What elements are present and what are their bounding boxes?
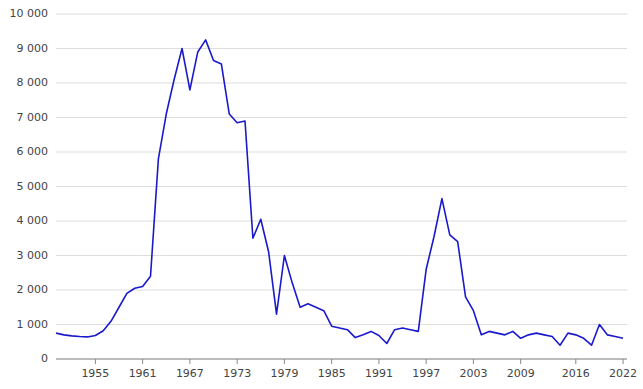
x-tick [95, 359, 96, 364]
y-tick-label: 10 000 [10, 7, 49, 20]
x-tick [331, 359, 332, 364]
data-line [56, 40, 623, 345]
y-tick-labels: 0 1 000 2 000 3 000 4 000 5 000 6 000 7 000 8 00… [10, 7, 49, 365]
y-tick-label: 4 000 [17, 214, 49, 227]
grid-line [56, 152, 627, 153]
grid-line [56, 117, 627, 118]
grid-line [56, 83, 627, 84]
x-tick [189, 359, 190, 364]
x-tick-label: 1955 [81, 367, 109, 380]
x-tick-label: 1967 [176, 367, 204, 380]
grid-line [56, 14, 627, 15]
y-tick-label: 8 000 [17, 76, 49, 89]
y-tick-label: 1 000 [17, 318, 49, 331]
x-tick-label: 2003 [459, 367, 487, 380]
grid-line [56, 324, 627, 325]
x-tick [623, 359, 624, 364]
grid-line [56, 48, 627, 49]
x-tick [237, 359, 238, 364]
x-tick-label: 2022 [609, 367, 637, 380]
x-tick [473, 359, 474, 364]
x-tick [284, 359, 285, 364]
x-tick-label: 1985 [318, 367, 346, 380]
x-tick-label: 1991 [365, 367, 393, 380]
grid-line [56, 221, 627, 222]
chart: 0 1 000 2 000 3 000 4 000 5 000 6 000 7 000 8 00… [0, 0, 643, 389]
y-tick-label: 6 000 [17, 145, 49, 158]
y-tick-label: 2 000 [17, 283, 49, 296]
plot-area [56, 40, 623, 345]
y-tick-label: 5 000 [17, 180, 49, 193]
grid-line [56, 290, 627, 291]
chart-container: 0 1 000 2 000 3 000 4 000 5 000 6 000 7 000 8 00… [0, 0, 643, 389]
x-tick-label: 2016 [562, 367, 590, 380]
x-tick [575, 359, 576, 364]
x-tick-label: 1979 [270, 367, 298, 380]
x-tick [378, 359, 379, 364]
x-tick [142, 359, 143, 364]
x-tick-label: 1973 [223, 367, 251, 380]
y-tick-label: 7 000 [17, 111, 49, 124]
grid-line [56, 255, 627, 256]
x-tick [520, 359, 521, 364]
y-tick-label: 0 [41, 352, 48, 365]
x-axis-line [56, 359, 627, 360]
y-tick-label: 3 000 [17, 249, 49, 262]
y-grid [56, 14, 627, 359]
x-tick-label: 2009 [507, 367, 535, 380]
x-tick-label: 1961 [129, 367, 157, 380]
grid-line [56, 186, 627, 187]
x-tick-label: 1997 [412, 367, 440, 380]
x-tick [426, 359, 427, 364]
y-tick-label: 9 000 [17, 42, 49, 55]
x-axis: 1955 1961 1967 1973 1979 1985 1991 1997 2003 2009… [81, 359, 637, 380]
grid-line [56, 359, 627, 360]
